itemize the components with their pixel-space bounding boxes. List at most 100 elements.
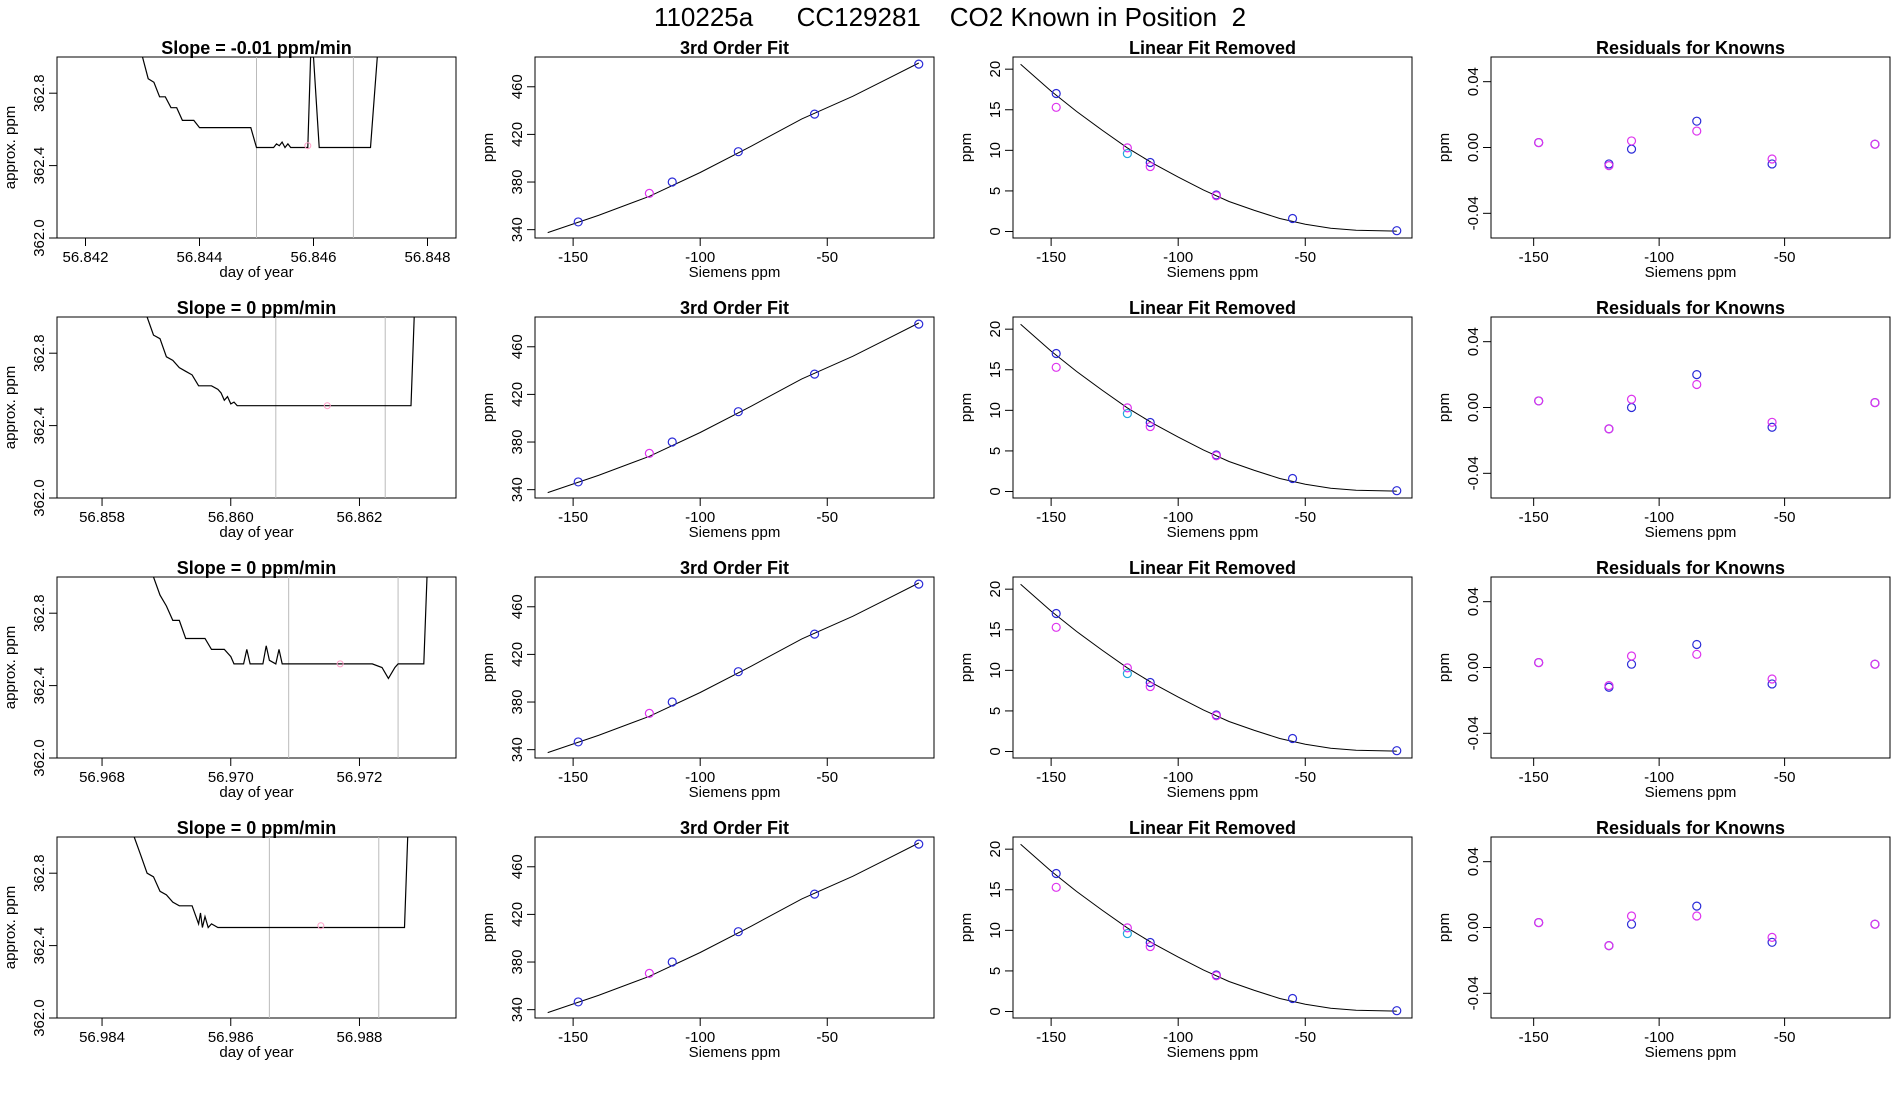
data-point (1767, 417, 1777, 427)
x-tick-label: -100 (1644, 509, 1674, 526)
panel-2-3: Linear Fit Removed -150 -100 -50 Siemens ppm… (958, 298, 1413, 541)
plot-frame (1490, 576, 1891, 759)
data-point (1604, 161, 1614, 171)
data-point (1692, 901, 1702, 911)
panel-title: Linear Fit Removed (1129, 818, 1296, 838)
x-tick-label: -150 (1036, 249, 1066, 266)
data-point (1145, 157, 1155, 168)
x-tick-label: -100 (685, 249, 715, 266)
y-tick-label: 380 (509, 950, 526, 975)
panel-title: 3rd Order Fit (680, 558, 789, 578)
x-axis-label: Siemens ppm (1167, 784, 1259, 801)
y-tick-label: 362.0 (31, 739, 48, 777)
x-tick-label: -50 (1774, 1029, 1796, 1046)
data-point (1392, 746, 1402, 756)
data-point (1870, 139, 1880, 149)
data-point (1692, 126, 1702, 136)
y-tick-label: 420 (509, 382, 526, 407)
y-tick-label: 10 (987, 922, 1004, 939)
ppm-trace (152, 577, 428, 680)
data-point (1287, 473, 1298, 484)
panel-2-1: Slope = 0 ppm/min 56.858 56.860 56.862 day o… (2, 298, 457, 541)
y-axis-label: ppm (958, 393, 975, 422)
data-point (667, 697, 677, 707)
x-tick-label: -150 (1519, 769, 1549, 786)
x-tick-label: -150 (558, 509, 588, 526)
x-tick-label: -100 (1644, 769, 1674, 786)
x-axis-label: day of year (219, 784, 293, 801)
data-point (1122, 403, 1132, 413)
x-tick-label: -100 (685, 769, 715, 786)
panel-3-4: Residuals for Knowns -150 -100 -50 Siemens p… (1436, 558, 1891, 801)
x-axis-label: Siemens ppm (689, 524, 781, 541)
x-tick-label: 56.846 (291, 249, 337, 266)
y-tick-label: -0.04 (1465, 196, 1482, 230)
data-point (573, 477, 583, 487)
y-tick-label: 0 (987, 227, 1004, 235)
data-point (1626, 651, 1637, 661)
y-tick-label: 20 (987, 321, 1004, 338)
fit-curve (547, 582, 920, 754)
x-axis-label: Siemens ppm (689, 1044, 781, 1061)
panel-1-2: 3rd Order Fit -150 -100 -50 Siemens ppm 340 38… (480, 38, 935, 281)
fit-curve (1020, 843, 1397, 1012)
y-tick-label: 0.04 (1465, 67, 1482, 96)
y-axis-label: ppm (1436, 913, 1453, 942)
data-point (667, 957, 677, 967)
panel-title: Slope = 0 ppm/min (177, 558, 337, 578)
plot-area (152, 577, 428, 758)
plot-area (1534, 901, 1880, 951)
plot-area (133, 837, 409, 1018)
data-point (1692, 379, 1702, 390)
data-point (667, 437, 677, 447)
x-axis-label: Siemens ppm (1645, 264, 1737, 281)
ppm-trace (133, 837, 409, 929)
data-point (1211, 451, 1221, 461)
data-point (1145, 417, 1155, 428)
plot-frame (534, 576, 935, 759)
y-axis-label: ppm (958, 653, 975, 682)
panel-1-1: Slope = -0.01 ppm/min 56.842 56.844 56.846 5… (2, 38, 457, 281)
plot-frame (1490, 316, 1891, 499)
panel-4-3: Linear Fit Removed -150 -100 -50 Siemens ppm… (958, 818, 1413, 1061)
data-point (1122, 408, 1132, 419)
plot-area (547, 839, 924, 1014)
fit-curve (547, 842, 920, 1014)
data-point (914, 839, 924, 849)
x-tick-label: -150 (558, 249, 588, 266)
panel-title: Linear Fit Removed (1129, 38, 1296, 58)
x-tick-label: -50 (1294, 249, 1316, 266)
mean-marker (336, 660, 344, 668)
fit-curve (547, 322, 920, 494)
data-point (1626, 394, 1637, 404)
y-tick-label: 0.04 (1465, 847, 1482, 876)
y-tick-label: 362.8 (31, 854, 48, 892)
panel-3-3: Linear Fit Removed -150 -100 -50 Siemens ppm… (958, 558, 1413, 801)
plot-frame (1012, 836, 1413, 1019)
fit-curve (1020, 583, 1397, 752)
y-axis-label: ppm (480, 913, 497, 942)
y-axis-label: approx. ppm (2, 106, 19, 189)
data-point (1287, 213, 1298, 224)
plot-frame (534, 56, 935, 239)
data-point (1392, 1006, 1402, 1016)
y-tick-label: 460 (509, 74, 526, 99)
data-point (1051, 88, 1061, 99)
y-axis-label: approx. ppm (2, 886, 19, 969)
y-tick-label: 15 (987, 881, 1004, 898)
data-point (1051, 868, 1061, 879)
y-tick-label: 362.8 (31, 74, 48, 112)
y-axis-label: approx. ppm (2, 366, 19, 449)
x-tick-label: -100 (685, 1029, 715, 1046)
y-tick-label: 15 (987, 361, 1004, 378)
data-point (1604, 424, 1614, 434)
y-tick-label: 420 (509, 642, 526, 667)
data-point (914, 579, 924, 589)
y-axis-label: ppm (1436, 393, 1453, 422)
data-point (1051, 622, 1061, 632)
y-tick-label: 15 (987, 101, 1004, 118)
y-axis-label: ppm (958, 913, 975, 942)
x-tick-label: 56.988 (337, 1029, 383, 1046)
mean-marker (304, 142, 312, 150)
data-point (1626, 136, 1637, 146)
